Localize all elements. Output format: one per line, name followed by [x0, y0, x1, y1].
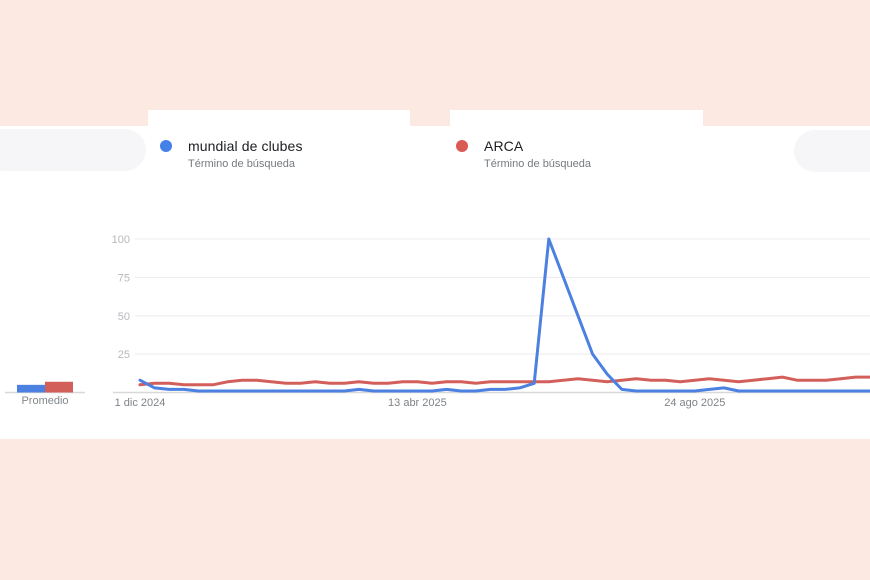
- search-term-label: ARCA: [484, 138, 524, 154]
- search-term-type: Término de búsqueda: [188, 158, 296, 170]
- term-card-top-arca: [450, 110, 703, 128]
- svg-text:100: 100: [112, 234, 130, 246]
- x-axis-tick-labels: 1 dic 2024 13 abr 2025 24 ago 2025: [115, 397, 726, 409]
- y-axis-tick-labels: 25 50 75 100: [112, 234, 130, 361]
- svg-text:50: 50: [118, 311, 130, 323]
- term-card-top-mundial: [148, 110, 410, 128]
- left-placeholder-blob: [0, 129, 146, 171]
- search-term-label: mundial de clubes: [188, 138, 303, 154]
- svg-text:25: 25: [118, 349, 130, 361]
- average-bars: [17, 381, 73, 393]
- legend-item-mundial-de-clubes: mundial de clubes Término de búsqueda: [160, 138, 303, 171]
- svg-text:13 abr 2025: 13 abr 2025: [388, 397, 447, 409]
- average-axis-label: Promedio: [21, 395, 69, 407]
- series-color-dot-blue: [160, 140, 172, 152]
- gridlines: [135, 238, 870, 355]
- right-placeholder-blob: [794, 130, 870, 172]
- series-lines: [138, 237, 870, 393]
- series-color-dot-red: [456, 140, 468, 152]
- svg-text:75: 75: [118, 272, 130, 284]
- svg-text:24 ago 2025: 24 ago 2025: [664, 397, 725, 409]
- search-term-type: Término de búsqueda: [484, 158, 592, 170]
- legend-item-arca: ARCA Término de búsqueda: [456, 138, 591, 171]
- svg-text:1 dic 2024: 1 dic 2024: [115, 397, 166, 409]
